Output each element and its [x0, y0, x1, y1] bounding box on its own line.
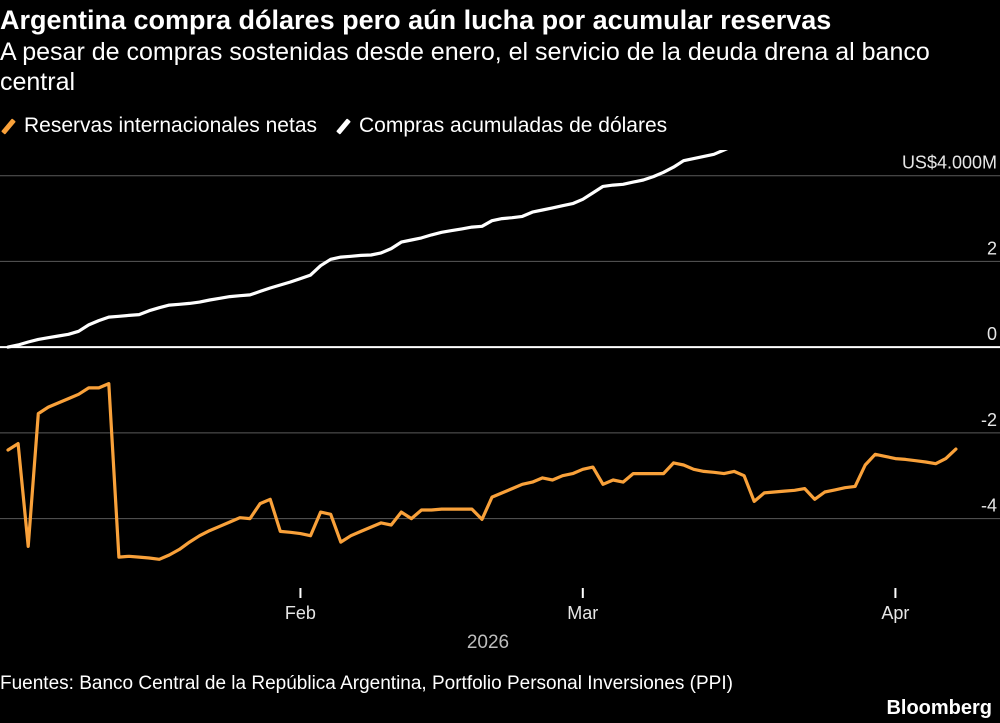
page-subtitle: A pesar de compras sostenidas desde ener… — [0, 38, 930, 96]
x-tick-label-feb: Feb — [285, 603, 316, 623]
legend-swatch-purchases — [336, 117, 351, 135]
legend-swatch-reserves — [1, 117, 16, 135]
legend-label-reserves: Reservas internacionales netas — [24, 114, 317, 137]
page-title: Argentina compra dólares pero aún lucha … — [0, 5, 832, 35]
y-tick-label-1: 2 — [987, 238, 997, 258]
series-line-purchases — [6, 150, 729, 349]
legend-label-purchases: Compras acumuladas de dólares — [359, 114, 668, 137]
legend-item-reserves: Reservas internacionales netas — [0, 114, 317, 138]
y-tick-label-3: -2 — [981, 410, 997, 430]
y-tick-label-0: US$4.000M — [902, 153, 997, 173]
y-tick-label-4: -4 — [981, 496, 997, 516]
series-line-reserves — [6, 382, 958, 561]
x-tick-label-apr: Apr — [881, 603, 909, 623]
x-tick-label-mar: Mar — [567, 603, 598, 623]
line-chart: US$4.000M 2 0 -2 -4 Feb Mar Apr 2026 — [0, 150, 1000, 653]
brand-logo: Bloomberg — [886, 697, 992, 719]
legend-item-purchases: Compras acumuladas de dólares — [335, 114, 667, 138]
source-note: Fuentes: Banco Central de la República A… — [0, 673, 733, 694]
chart-legend: Reservas internacionales netas Compras a… — [0, 112, 685, 140]
y-tick-label-2: 0 — [987, 324, 997, 344]
x-year-label: 2026 — [467, 632, 509, 653]
